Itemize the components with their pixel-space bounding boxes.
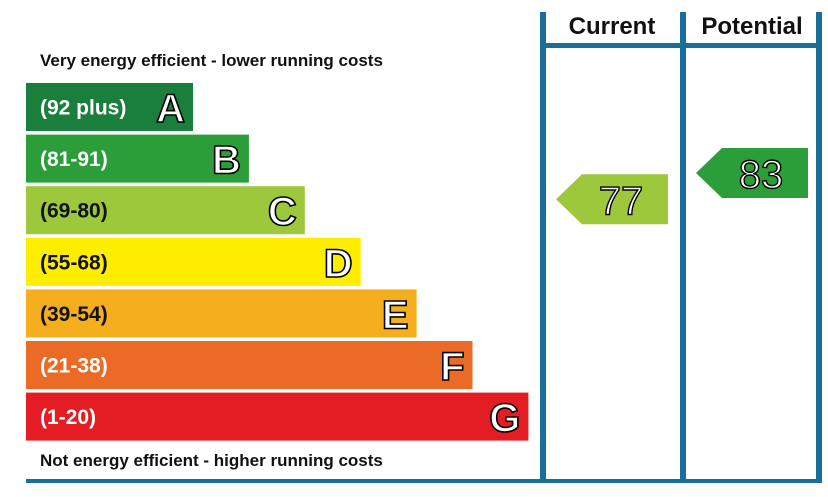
band-range-label: (81-91) [40, 148, 108, 171]
band-g: (1-20) G [26, 392, 529, 441]
frame-left-divider [540, 12, 546, 483]
band-range-label: (69-80) [40, 200, 108, 223]
band-e: (39-54) E [26, 289, 417, 338]
band-letter: G [489, 397, 520, 441]
frame-middle-divider [680, 12, 686, 483]
band-letter: B [212, 139, 241, 183]
bottom-note: Not energy efficient - higher running co… [40, 451, 383, 470]
band-d: (55-68) D [26, 237, 361, 287]
band-bar-f [26, 341, 473, 389]
frame-header-line-current [540, 43, 686, 48]
potential-rating-value: 83 [739, 153, 784, 197]
band-f: (21-38) F [26, 341, 473, 390]
current-rating-arrow [556, 174, 668, 225]
band-bar-b [26, 134, 249, 183]
band-range-label: (1-20) [40, 406, 96, 429]
potential-rating-arrow [696, 148, 808, 198]
frame-bottom-line [26, 479, 822, 483]
potential-rating: 83 [696, 148, 808, 198]
potential-column-header: Potential [701, 13, 802, 40]
band-c: (69-80) C [26, 186, 305, 235]
band-a: (92 plus) A [26, 83, 193, 132]
band-letter: F [440, 345, 464, 389]
rating-arrows: 77 83 [556, 148, 808, 225]
band-bars: (92 plus) A(81-91) B(69-80) C(55-68) D(39-54… [26, 83, 529, 441]
band-letter: D [324, 242, 353, 286]
band-range-label: (92 plus) [40, 97, 126, 120]
chart-frame [26, 12, 822, 483]
band-range-label: (39-54) [40, 303, 108, 326]
frame-header-line-potential [680, 43, 822, 48]
band-letter: E [382, 293, 409, 337]
current-column-header: Current [569, 13, 656, 40]
band-range-label: (55-68) [40, 251, 108, 274]
frame-right-line [816, 12, 822, 483]
band-bar-a [26, 83, 193, 131]
band-bar-e [26, 289, 417, 338]
band-bar-d [26, 237, 361, 286]
band-letter: A [156, 87, 185, 131]
band-letter: C [268, 190, 297, 234]
top-note: Very energy efficient - lower running co… [40, 51, 383, 70]
band-bar-c [26, 186, 305, 235]
band-range-label: (21-38) [40, 355, 108, 378]
band-b: (81-91) B [26, 134, 249, 183]
band-bar-g [26, 392, 529, 441]
current-rating: 77 [556, 174, 668, 225]
current-rating-value: 77 [599, 179, 644, 223]
